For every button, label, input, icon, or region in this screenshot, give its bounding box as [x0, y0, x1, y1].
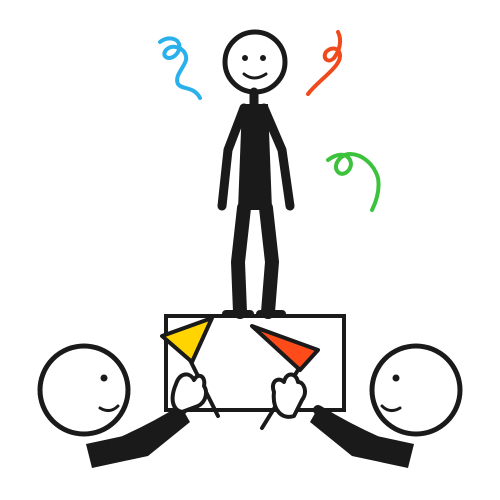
flag-left: [160, 316, 214, 364]
confetti-blue: [158, 36, 202, 100]
confetti-green: [326, 152, 381, 212]
arm-left-figure: [107, 405, 187, 451]
hand-right: [271, 372, 307, 419]
arm-left: [217, 103, 249, 211]
torso: [238, 104, 272, 210]
eye-left-figure: [100, 374, 108, 382]
cheering-person-right-icon: [271, 343, 463, 468]
head: [222, 29, 288, 95]
arm-right: [259, 103, 295, 211]
eye-left: [242, 55, 248, 61]
hand-left: [170, 372, 208, 414]
leg-right: [259, 201, 279, 319]
eye-right: [260, 55, 266, 61]
eye-right-figure: [392, 374, 400, 382]
head-right: [369, 343, 463, 437]
smile-left-figure: [98, 404, 120, 413]
confetti-icon: [158, 30, 381, 212]
confetti-orange: [306, 30, 343, 96]
cheering-person-left-icon: [37, 343, 208, 468]
smile-right-figure: [380, 404, 402, 413]
arm-right-figure: [313, 405, 393, 451]
flag-right: [250, 324, 320, 372]
leg-left: [231, 201, 251, 319]
celebrated-person-icon: [217, 29, 295, 319]
head-left: [37, 343, 131, 437]
smile: [242, 72, 268, 80]
